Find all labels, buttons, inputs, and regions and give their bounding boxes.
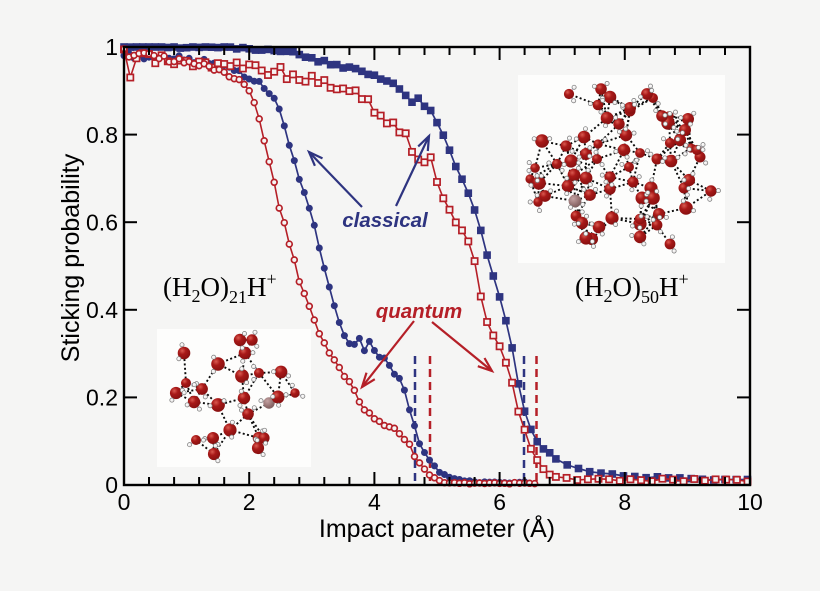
svg-text:0: 0 bbox=[118, 489, 131, 515]
svg-text:2: 2 bbox=[243, 489, 256, 515]
svg-text:Sticking probability: Sticking probability bbox=[57, 153, 85, 362]
svg-text:1: 1 bbox=[105, 34, 118, 60]
svg-text:(H2O)50H+: (H2O)50H+ bbox=[575, 269, 689, 307]
svg-text:0.2: 0.2 bbox=[86, 385, 118, 411]
svg-text:Impact parameter (Å): Impact parameter (Å) bbox=[319, 513, 555, 543]
svg-text:4: 4 bbox=[368, 489, 381, 515]
svg-text:classical: classical bbox=[342, 209, 429, 232]
svg-text:0.8: 0.8 bbox=[86, 122, 118, 148]
svg-text:0.4: 0.4 bbox=[86, 297, 118, 323]
svg-text:quantum: quantum bbox=[376, 300, 463, 323]
svg-text:6: 6 bbox=[493, 489, 506, 515]
svg-text:10: 10 bbox=[737, 489, 763, 515]
svg-text:(H2O)21H+: (H2O)21H+ bbox=[163, 269, 277, 307]
svg-text:8: 8 bbox=[618, 489, 631, 515]
svg-text:0.6: 0.6 bbox=[86, 209, 118, 235]
svg-text:0: 0 bbox=[105, 472, 118, 498]
